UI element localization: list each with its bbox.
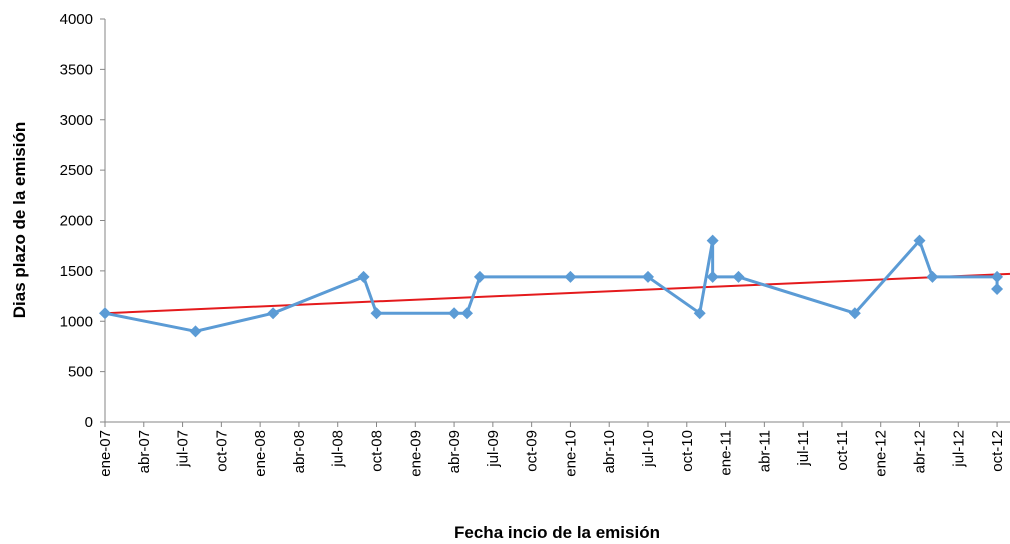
x-tick-label: abr-08	[291, 430, 308, 473]
y-tick-label: 4000	[60, 11, 93, 28]
marker	[693, 307, 706, 320]
x-tick-label: jul-12	[950, 430, 967, 468]
y-tick-label: 0	[85, 414, 93, 431]
marker	[732, 270, 745, 283]
x-tick-label: ene-12	[873, 430, 890, 477]
y-axis-title: Dias plazo de la emisión	[10, 122, 29, 319]
marker	[370, 307, 383, 320]
x-tick-label: jul-08	[330, 430, 347, 468]
marker	[706, 234, 719, 247]
x-axis-title: Fecha incio de la emisión	[454, 523, 660, 542]
x-tick-label: jul-10	[640, 430, 657, 468]
marker	[991, 283, 1004, 296]
x-tick-label: abr-11	[756, 430, 773, 472]
x-tick-label: oct-07	[213, 430, 230, 472]
x-tick-label: ene-08	[252, 430, 269, 477]
marker	[448, 307, 461, 320]
marker	[267, 307, 280, 320]
y-tick-label: 3500	[60, 61, 93, 78]
x-tick-label: abr-07	[136, 430, 153, 473]
x-tick-label: oct-11	[834, 430, 851, 471]
x-tick-label: jul-11	[795, 430, 812, 467]
marker	[189, 325, 202, 338]
x-tick-label: abr-10	[601, 430, 618, 473]
y-tick-label: 1500	[60, 263, 93, 280]
x-tick-label: jul-07	[175, 430, 192, 468]
y-tick-label: 2000	[60, 213, 93, 230]
marker	[473, 270, 486, 283]
x-tick-label: oct-08	[369, 430, 386, 472]
y-tick-label: 3000	[60, 112, 93, 129]
x-tick-label: ene-10	[562, 430, 579, 477]
x-tick-label: ene-09	[407, 430, 424, 477]
marker	[564, 270, 577, 283]
data-line	[104, 239, 999, 333]
trendline	[104, 272, 1010, 315]
y-tick-label: 500	[68, 364, 93, 381]
x-tick-label: oct-12	[989, 430, 1006, 472]
marker	[848, 307, 861, 320]
x-tick-label: oct-10	[679, 430, 696, 472]
marker	[926, 270, 939, 283]
marker	[913, 234, 926, 247]
x-tick-label: ene-07	[97, 430, 114, 477]
x-tick-label: oct-09	[524, 430, 541, 472]
marker	[461, 307, 473, 320]
marker	[706, 270, 719, 283]
y-tick-label: 1000	[60, 313, 93, 330]
marker	[357, 270, 370, 283]
x-tick-label: abr-12	[912, 430, 929, 473]
x-tick-label: ene-11	[718, 430, 735, 476]
x-tick-label: jul-09	[485, 430, 502, 468]
y-tick-label: 2500	[60, 162, 93, 179]
marker	[642, 270, 654, 283]
marker	[99, 307, 111, 320]
x-tick-label: abr-09	[446, 430, 463, 473]
marker	[991, 270, 1004, 283]
